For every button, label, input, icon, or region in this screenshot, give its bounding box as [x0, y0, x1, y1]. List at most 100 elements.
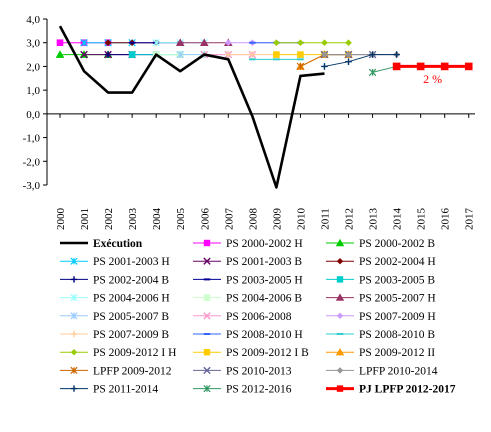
data-point	[416, 62, 425, 71]
legend-marker	[336, 258, 344, 265]
data-point	[273, 51, 280, 58]
legend-item: LPFP 2009-2012	[60, 365, 172, 377]
series-11	[175, 38, 233, 47]
legend-label: PS 2001-2003 H	[93, 256, 170, 268]
y-tick-label: 2,0	[26, 61, 40, 73]
legend-item: PS 2001-2003 H	[60, 256, 170, 268]
legend-marker	[335, 238, 345, 247]
data-point	[199, 38, 209, 47]
x-tick-label: 2008	[247, 208, 259, 231]
data-point	[345, 58, 352, 65]
x-tick-label: 2009	[271, 208, 283, 231]
legend-label: LPFP 2010-2014	[359, 365, 438, 377]
legend-item: PS 2004-2006 B	[193, 293, 302, 305]
y-tick-label: 4,0	[26, 14, 40, 26]
x-tick-label: 2017	[464, 208, 476, 231]
x-tick-label: 2004	[151, 208, 163, 231]
data-point	[392, 62, 401, 71]
data-point	[393, 51, 400, 58]
legend-marker	[70, 293, 78, 302]
y-tick-label: -1,0	[23, 133, 41, 145]
data-point	[464, 62, 473, 71]
legend-marker	[336, 276, 344, 283]
legend-marker	[203, 257, 211, 265]
legend-label: PS 2009-2012 II	[359, 347, 435, 359]
legend-label: PS 2011-2014	[93, 384, 158, 396]
legend-marker	[70, 385, 78, 392]
data-point	[296, 62, 305, 71]
legend-item: PS 2009-2012 I H	[60, 347, 176, 359]
x-tick-label: 2007	[223, 208, 235, 231]
legend-label: PS 2001-2003 B	[226, 256, 302, 268]
series-26	[392, 62, 473, 71]
series-line	[58, 25, 325, 189]
data-point	[225, 39, 232, 47]
x-tick-label: 2006	[199, 208, 211, 231]
legend-label: PS 2012-2016	[226, 384, 292, 396]
data-point	[80, 38, 88, 47]
x-tick-label: 2010	[295, 208, 307, 231]
x-tick-label: 2005	[175, 208, 187, 231]
x-tick-label: 2000	[55, 208, 67, 231]
legend-label: PS 2007-2009 H	[359, 311, 436, 323]
legend-marker	[70, 276, 78, 283]
series-group	[55, 25, 473, 189]
legend-item: PS 2012-2016	[193, 384, 292, 396]
x-tick-label: 2014	[392, 208, 404, 231]
legend-marker	[203, 366, 211, 375]
data-point	[321, 63, 328, 70]
x-tick-label: 2016	[440, 208, 452, 231]
data-point	[345, 39, 352, 47]
series-line	[324, 54, 397, 67]
x-tick-label: 2015	[416, 208, 428, 231]
data-point	[369, 51, 376, 58]
legend-label: Exécution	[93, 238, 143, 250]
legend-item: PS 2004-2006 H	[60, 293, 170, 305]
y-tick-label: -2,0	[23, 156, 41, 168]
legend: Exécution PS 2000-2002 H PS 2000-2002 B PS …	[60, 238, 456, 396]
legend-label: PS 2007-2009 B	[93, 329, 169, 341]
legend-label: PS 2009-2012 I B	[226, 347, 309, 359]
data-point	[104, 51, 112, 58]
legend-label: PS 2004-2006 H	[93, 293, 170, 305]
legend-label: PS 2002-2004 B	[93, 274, 169, 286]
legend-marker	[335, 293, 345, 301]
legend-label: LPFP 2009-2012	[93, 365, 172, 377]
legend-label: PJ LPFP 2012-2017	[359, 384, 456, 396]
series-15	[225, 51, 280, 58]
legend-label: PS 2000-2002 H	[226, 238, 303, 250]
annotations: 2 %	[423, 72, 442, 86]
data-point	[440, 62, 449, 71]
data-point	[225, 51, 232, 58]
legend-item: PS 2003-2005 B	[326, 274, 435, 286]
x-tick-label: 2011	[319, 208, 331, 230]
legend-marker	[70, 257, 78, 265]
data-point	[368, 68, 377, 77]
data-point	[345, 51, 352, 58]
data-point	[80, 50, 88, 59]
series-24	[321, 51, 400, 70]
data-point	[321, 51, 328, 58]
legend-marker	[336, 312, 344, 319]
data-point	[297, 51, 304, 58]
legend-label: PS 2004-2006 B	[226, 293, 302, 305]
x-tick-label: 2012	[344, 208, 356, 230]
legend-item: PS 2000-2002 H	[193, 238, 303, 250]
x-tick-label: 2013	[368, 208, 380, 231]
legend-marker	[70, 366, 78, 375]
data-point	[176, 50, 184, 59]
legend-item: Exécution	[60, 238, 143, 250]
legend-item: PS 2007-2009 B	[60, 329, 169, 341]
legend-marker	[203, 294, 211, 301]
legend-label: PS 2008-2010 B	[359, 329, 435, 341]
legend-item: PS 2003-2005 H	[193, 274, 303, 286]
legend-label: PS 2000-2002 B	[359, 238, 435, 250]
legend-item: PJ LPFP 2012-2017	[326, 384, 456, 396]
annotation-label: 2 %	[423, 72, 442, 86]
legend-label: PS 2005-2007 B	[93, 311, 169, 323]
series-18	[273, 39, 352, 47]
data-point	[152, 38, 160, 47]
legend-label: PS 2003-2005 B	[359, 274, 435, 286]
data-point	[175, 38, 185, 47]
